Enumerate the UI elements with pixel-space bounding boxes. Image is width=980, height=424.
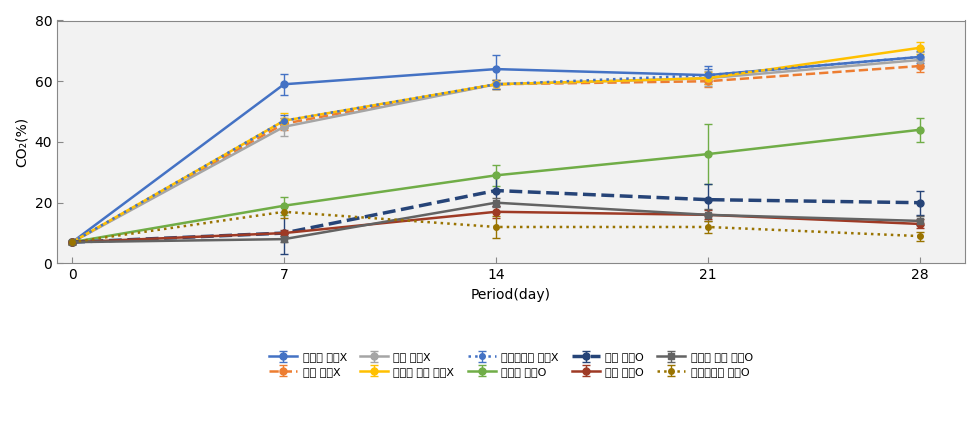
Legend: 무첨가 가공X, 왕겨 가공X, 증조 가공X, 열처리 증조 가공X, 베이킹소다 가공X, 무첨가 가공O, 왕겨 가공O, 증조 가공O, 열처리 증조 : 무첨가 가공X, 왕겨 가공X, 증조 가공X, 열처리 증조 가공X, 베이킹… (264, 347, 759, 382)
Y-axis label: CO₂(%): CO₂(%) (15, 117, 29, 167)
X-axis label: Period(day): Period(day) (471, 288, 551, 302)
